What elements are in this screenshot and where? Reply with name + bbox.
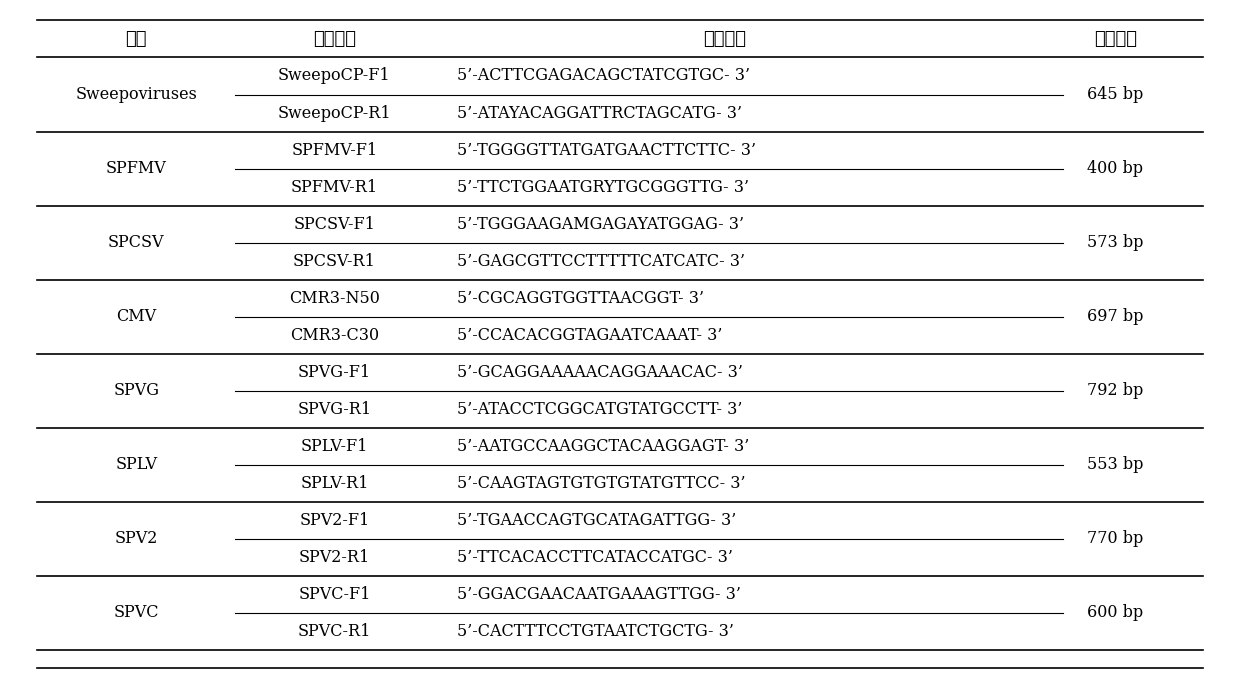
Text: 片段大小: 片段大小: [1094, 30, 1137, 48]
Text: 5’-GAGCGTTCCTTTTTCATCATC- 3’: 5’-GAGCGTTCCTTTTTCATCATC- 3’: [456, 252, 745, 269]
Text: 5’-TTCTGGAATGRYTGCGGGTTG- 3’: 5’-TTCTGGAATGRYTGCGGGTTG- 3’: [456, 179, 749, 196]
Text: SPFMV-F1: SPFMV-F1: [291, 142, 377, 158]
Text: SPV2-R1: SPV2-R1: [299, 549, 370, 566]
Text: 5’-CGCAGGTGGTTAACGGT- 3’: 5’-CGCAGGTGGTTAACGGT- 3’: [456, 290, 704, 307]
Text: 5’-ATAYACAGGATTRCTAGCATG- 3’: 5’-ATAYACAGGATTRCTAGCATG- 3’: [456, 104, 742, 121]
Text: 5’-TGAACCAGTGCATAGATTGG- 3’: 5’-TGAACCAGTGCATAGATTGG- 3’: [456, 512, 737, 529]
Text: CMV: CMV: [117, 308, 156, 325]
Text: SweepoCP-R1: SweepoCP-R1: [278, 104, 392, 121]
Text: SPCSV-R1: SPCSV-R1: [293, 252, 376, 269]
Text: 病毒: 病毒: [125, 30, 148, 48]
Text: 5’-CAAGTAGTGTGTGTATGTTCC- 3’: 5’-CAAGTAGTGTGTGTATGTTCC- 3’: [456, 475, 745, 492]
Text: SPVG: SPVG: [113, 382, 159, 399]
Text: SPLV: SPLV: [115, 456, 157, 473]
Text: 5’-AATGCCAAGGCTACAAGGAGT- 3’: 5’-AATGCCAAGGCTACAAGGAGT- 3’: [456, 438, 749, 455]
Text: SPV2-F1: SPV2-F1: [299, 512, 370, 529]
Text: SPCSV: SPCSV: [108, 234, 165, 251]
Text: SPCSV-F1: SPCSV-F1: [294, 216, 376, 233]
Text: 770 bp: 770 bp: [1087, 531, 1143, 547]
Text: 5’-ATACCTCGGCATGTATGCCTT- 3’: 5’-ATACCTCGGCATGTATGCCTT- 3’: [456, 401, 743, 417]
Text: 697 bp: 697 bp: [1087, 308, 1143, 325]
Text: SPVC: SPVC: [114, 604, 159, 621]
Text: SPVG-R1: SPVG-R1: [298, 401, 372, 417]
Text: 引物名称: 引物名称: [312, 30, 356, 48]
Text: SPFMV-R1: SPFMV-R1: [291, 179, 378, 196]
Text: Sweepoviruses: Sweepoviruses: [76, 86, 197, 103]
Text: SPVC-F1: SPVC-F1: [299, 586, 371, 603]
Text: 645 bp: 645 bp: [1087, 86, 1143, 103]
Text: 553 bp: 553 bp: [1087, 456, 1143, 473]
Text: 5’-TGGGGTTATGATGAACTTCTTC- 3’: 5’-TGGGGTTATGATGAACTTCTTC- 3’: [456, 142, 756, 158]
Text: SPFMV: SPFMV: [105, 160, 166, 177]
Text: SweepoCP-F1: SweepoCP-F1: [278, 68, 391, 85]
Text: 600 bp: 600 bp: [1087, 604, 1143, 621]
Text: 5’-TTCACACCTTCATACCATGC- 3’: 5’-TTCACACCTTCATACCATGC- 3’: [456, 549, 733, 566]
Text: CMR3-C30: CMR3-C30: [290, 327, 379, 344]
Text: SPLV-R1: SPLV-R1: [300, 475, 368, 492]
Text: 5’-ACTTCGAGACAGCTATCGTGC- 3’: 5’-ACTTCGAGACAGCTATCGTGC- 3’: [456, 68, 750, 85]
Text: 573 bp: 573 bp: [1087, 234, 1143, 251]
Text: SPVG-F1: SPVG-F1: [298, 364, 371, 381]
Text: 5’-CCACACGGTAGAATCAAAT- 3’: 5’-CCACACGGTAGAATCAAAT- 3’: [456, 327, 722, 344]
Text: SPV2: SPV2: [114, 531, 157, 547]
Text: CMR3-N50: CMR3-N50: [289, 290, 379, 307]
Text: SPLV-F1: SPLV-F1: [301, 438, 368, 455]
Text: 引物序列: 引物序列: [703, 30, 746, 48]
Text: 792 bp: 792 bp: [1087, 382, 1143, 399]
Text: 400 bp: 400 bp: [1087, 160, 1143, 177]
Text: 5’-CACTTTCCTGTAATCTGCTG- 3’: 5’-CACTTTCCTGTAATCTGCTG- 3’: [456, 623, 734, 640]
Text: SPVC-R1: SPVC-R1: [298, 623, 371, 640]
Text: 5’-GCAGGAAAAACAGGAAACAC- 3’: 5’-GCAGGAAAAACAGGAAACAC- 3’: [456, 364, 743, 381]
Text: 5’-GGACGAACAATGAAAGTTGG- 3’: 5’-GGACGAACAATGAAAGTTGG- 3’: [456, 586, 740, 603]
Text: 5’-TGGGAAGAMGAGAYATGGAG- 3’: 5’-TGGGAAGAMGAGAYATGGAG- 3’: [456, 216, 744, 233]
